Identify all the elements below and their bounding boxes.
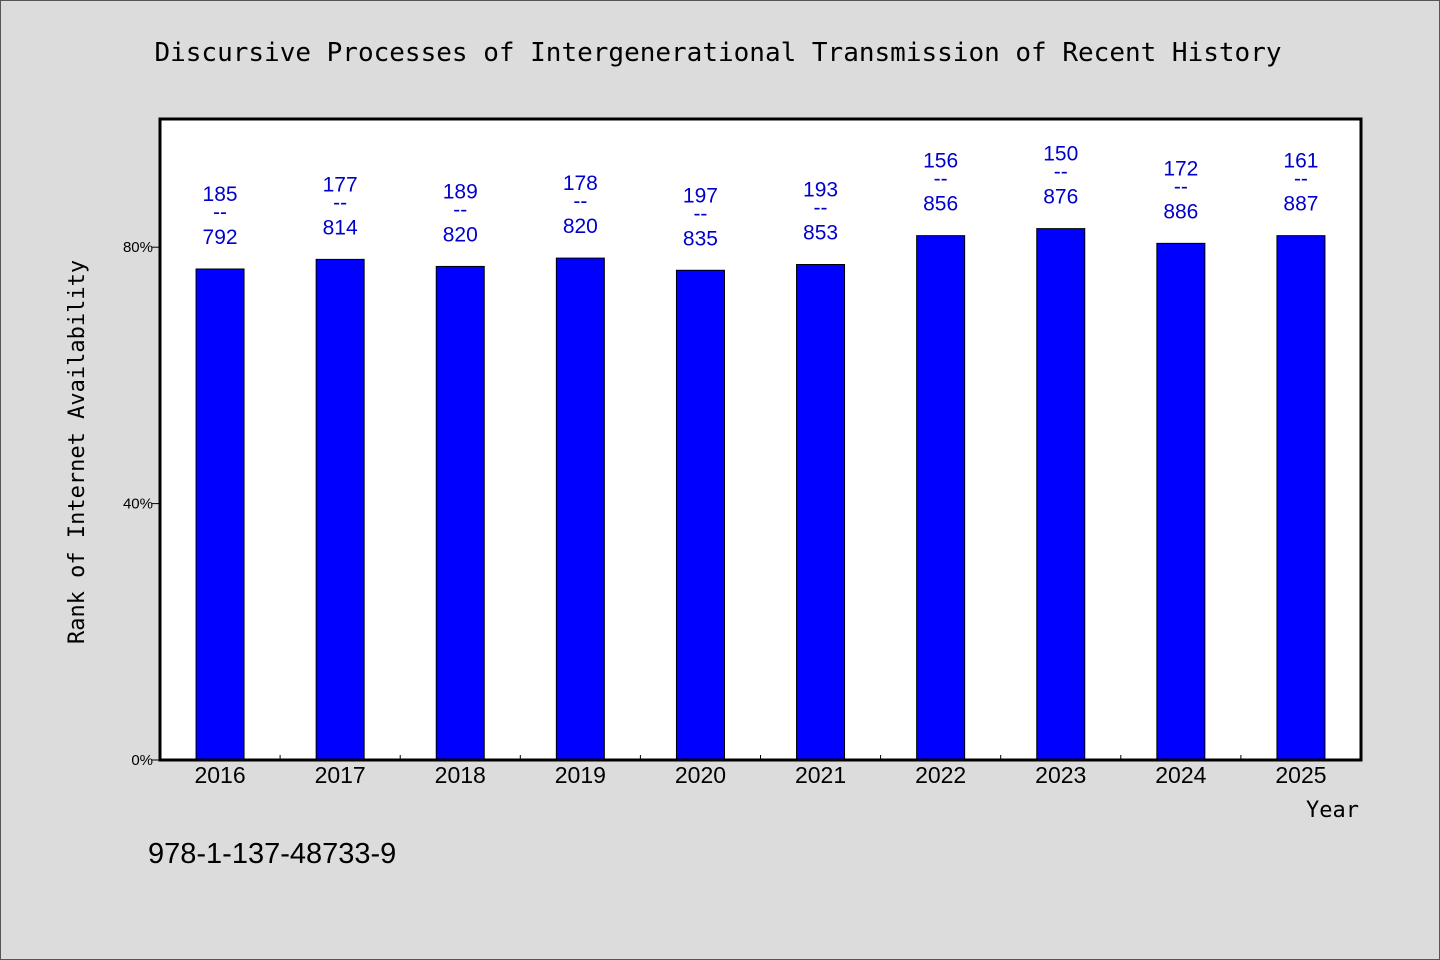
data-label-top-2019: 178 [563,172,598,195]
y-tick-label-40: 40% [123,496,153,513]
x-tick-label-2024: 2024 [1155,762,1206,788]
data-label-top-2025: 161 [1283,150,1318,173]
data-label-bottom-2024: 886 [1163,200,1198,223]
x-tick-label-2022: 2022 [915,762,966,788]
x-tick-label-2023: 2023 [1035,762,1086,788]
data-label-top-2017: 177 [323,173,358,196]
plot-border [158,117,1363,762]
x-tick-label-2018: 2018 [435,762,486,788]
data-label-bottom-2023: 876 [1043,186,1078,209]
chart-title: Discursive Processes of Intergenerationa… [154,38,1281,68]
data-label-bottom-2020: 835 [683,227,718,250]
data-label-top-2018: 189 [443,180,478,203]
data-label-bottom-2022: 856 [923,193,958,216]
data-label-sep-2022: -- [934,168,948,191]
y-tick-label-0: 0% [131,752,153,769]
data-label-bottom-2018: 820 [443,223,478,246]
x-tick-label-2017: 2017 [315,762,366,788]
bar-2016 [195,268,245,761]
bar-2021 [796,264,846,761]
isbn-text: 978-1-137-48733-9 [148,838,396,870]
bar-2020 [675,269,725,761]
x-axis-label: Year [1306,798,1359,823]
data-label-sep-2019: -- [573,190,587,213]
data-label-bottom-2025: 887 [1283,193,1318,216]
data-label-top-2020: 197 [683,184,718,207]
data-label-sep-2023: -- [1054,161,1068,184]
bar-2023 [1036,228,1086,761]
data-label-bottom-2016: 792 [203,226,238,249]
x-tick-label-2021: 2021 [795,762,846,788]
data-label-bottom-2017: 814 [323,216,358,239]
data-label-sep-2018: -- [453,198,467,221]
data-labels-group: 185--792177--814189--820178--820197--835… [203,143,1319,251]
data-label-bottom-2021: 853 [803,222,838,245]
data-label-sep-2016: -- [213,201,227,224]
bars-group [195,228,1326,761]
bar-2024 [1156,242,1206,761]
data-label-sep-2025: -- [1294,168,1308,191]
x-tick-label-2025: 2025 [1275,762,1326,788]
bar-2017 [315,258,365,761]
y-axis-label: Rank of Internet Availability [65,260,90,644]
data-label-sep-2024: -- [1174,175,1188,198]
bar-2025 [1276,235,1326,761]
data-label-bottom-2019: 820 [563,215,598,238]
ticks-group: 2016 2017 2018 2019 2020 2021 2022 2023 2024 2025… [123,239,1327,788]
x-tick-label-2016: 2016 [194,762,245,788]
bar-2019 [555,257,605,761]
y-tick-label-80: 80% [123,239,153,256]
data-label-top-2022: 156 [923,150,958,173]
data-label-top-2016: 185 [203,183,238,206]
data-label-sep-2017: -- [333,191,347,214]
x-tick-label-2020: 2020 [675,762,726,788]
x-tick-label-2019: 2019 [555,762,606,788]
data-label-top-2024: 172 [1163,157,1198,180]
bar-2022 [916,235,966,761]
data-label-sep-2020: -- [693,202,707,225]
data-label-top-2023: 150 [1043,143,1078,166]
data-label-top-2021: 193 [803,179,838,202]
data-label-sep-2021: -- [814,197,828,220]
bar-2018 [435,265,485,761]
